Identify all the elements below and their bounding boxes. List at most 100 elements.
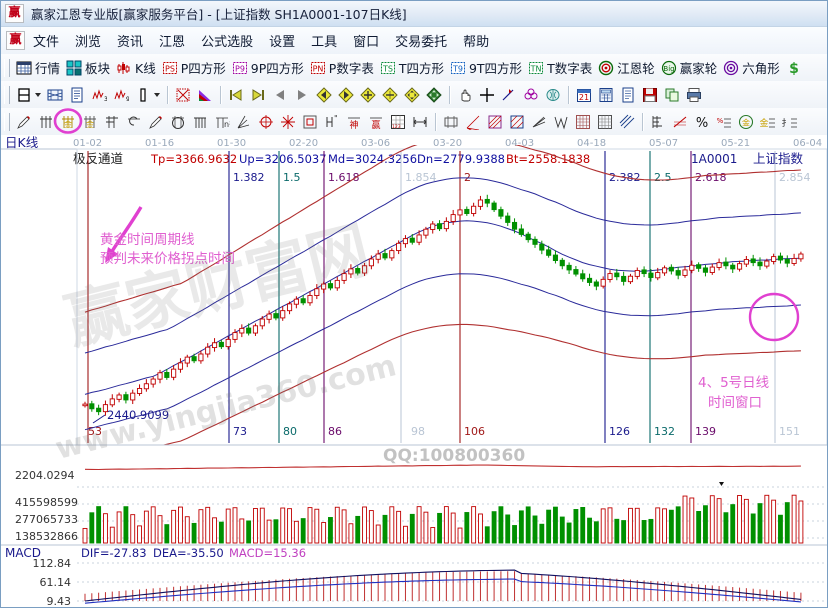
toolbar-button-expand[interactable] bbox=[423, 84, 445, 105]
toolbar-button-wave3[interactable]: 3 bbox=[88, 84, 110, 105]
menu-item-file[interactable]: 文件 bbox=[33, 35, 60, 50]
toolbar-button-next[interactable] bbox=[291, 84, 313, 105]
toolbar-button-shen[interactable]: 神 bbox=[343, 111, 365, 132]
toolbar-button-p-number-table[interactable]: PN P数字表 bbox=[307, 57, 377, 78]
toolbar-button-dollar[interactable]: $ bbox=[783, 57, 805, 78]
menu-item-browse[interactable]: 浏览 bbox=[75, 35, 102, 50]
toolbar-button-number-grid[interactable]: 123 bbox=[387, 111, 409, 132]
toolbar-button-ladder[interactable] bbox=[647, 111, 669, 132]
toolbar-button-last-page[interactable] bbox=[247, 84, 269, 105]
menu-item-tools[interactable]: 工具 bbox=[311, 35, 338, 50]
toolbar-button-frame[interactable] bbox=[440, 111, 462, 132]
toolbar-button-shift-left[interactable] bbox=[313, 84, 335, 105]
toolbar-button-red-fan[interactable] bbox=[462, 111, 484, 132]
toolbar-button-brain[interactable] bbox=[542, 84, 564, 105]
toolbar-button-calendar[interactable]: 21 bbox=[573, 84, 595, 105]
toolbar-button-report[interactable] bbox=[66, 84, 88, 105]
toolbar-button-slash-lines[interactable] bbox=[616, 111, 638, 132]
toolbar-grip[interactable] bbox=[4, 112, 10, 131]
toolbar-button-winner-wheel[interactable]: Bíg 赢家轮 bbox=[658, 57, 721, 78]
toolbar-button-copy[interactable] bbox=[661, 84, 683, 105]
volume-bar bbox=[314, 508, 320, 544]
toolbar-button-pen[interactable] bbox=[13, 111, 35, 132]
toolbar-button-grid1[interactable] bbox=[572, 111, 594, 132]
toolbar-button-spiral[interactable] bbox=[123, 111, 145, 132]
toolbar-button-t-number-table[interactable]: TN T数字表 bbox=[525, 57, 595, 78]
chevron-down-icon[interactable] bbox=[35, 92, 41, 97]
toolbar-button-kline[interactable]: K线 bbox=[113, 57, 159, 78]
toolbar-button-draw-line[interactable] bbox=[498, 84, 520, 105]
toolbar-button-angle[interactable] bbox=[233, 111, 255, 132]
toolbar-button-h-quote[interactable]: " bbox=[321, 111, 343, 132]
menu-item-window[interactable]: 窗口 bbox=[353, 35, 380, 50]
candle-body bbox=[205, 346, 211, 355]
menu-item-gann[interactable]: 江恩 bbox=[159, 35, 186, 50]
toolbar-button-zigzag[interactable] bbox=[550, 111, 572, 132]
toolbar-button-circle-lines[interactable] bbox=[167, 111, 189, 132]
menu-item-trading[interactable]: 交易委托 bbox=[395, 35, 448, 50]
toolbar-button-gann-wheel[interactable]: 江恩轮 bbox=[595, 57, 658, 78]
toolbar-button-save[interactable] bbox=[639, 84, 661, 105]
candle-body bbox=[627, 275, 634, 283]
toolbar-button-zoom-out[interactable] bbox=[379, 84, 401, 105]
toolbar-button-hand[interactable] bbox=[454, 84, 476, 105]
toolbar-button-comb[interactable] bbox=[189, 111, 211, 132]
toolbar-button-angle2[interactable] bbox=[528, 111, 550, 132]
toolbar-button-ying[interactable]: 赢 bbox=[365, 111, 387, 132]
toolbar-button-net-chart[interactable] bbox=[44, 84, 66, 105]
toolbar-button-calculator[interactable] bbox=[595, 84, 617, 105]
toolbar-button-column[interactable] bbox=[132, 84, 163, 105]
menu-item-help[interactable]: 帮助 bbox=[463, 35, 490, 50]
toolbar-button-hexagon[interactable]: 六角形 bbox=[720, 57, 783, 78]
toolbar-button-f-lines[interactable] bbox=[101, 111, 123, 132]
toolbar-button-quotes[interactable]: 行情 bbox=[13, 57, 63, 78]
toolbar-button-sectors[interactable]: 板块 bbox=[63, 57, 113, 78]
toolbar-button-pen2[interactable] bbox=[145, 111, 167, 132]
toolbar-button-gold-rows[interactable]: 金 bbox=[757, 111, 779, 132]
toolbar-button-9t-square[interactable]: T9 9T四方形 bbox=[447, 57, 525, 78]
toolbar-button-tool-end[interactable]: 扌 bbox=[779, 111, 801, 132]
candle-body bbox=[750, 258, 756, 264]
toolbar-button-flower[interactable] bbox=[520, 84, 542, 105]
toolbar-button-n2[interactable]: n² bbox=[211, 111, 233, 132]
toolbar-grip[interactable] bbox=[4, 58, 10, 77]
toolbar-button-t-square[interactable]: TS T四方形 bbox=[377, 57, 447, 78]
toolbar-button-purple-box[interactable] bbox=[484, 111, 506, 132]
toolbar-button-color-fan[interactable] bbox=[194, 84, 216, 105]
chart-area[interactable]: 01-02 01-16 01-30 02-20 03-06 03-20 04-03 04-18… bbox=[1, 135, 827, 607]
chevron-down-icon[interactable] bbox=[154, 92, 160, 97]
toolbar-button-target[interactable] bbox=[255, 111, 277, 132]
toolbar-button-crosshair[interactable] bbox=[476, 84, 498, 105]
toolbar-button-gold-circle[interactable]: 金 bbox=[735, 111, 757, 132]
toolbar-button-percent-line[interactable] bbox=[669, 111, 691, 132]
toolbar-button-gold-fork2[interactable]: 金 bbox=[79, 111, 101, 132]
volume-bar bbox=[164, 524, 170, 544]
toolbar-button-percent[interactable]: % bbox=[691, 111, 713, 132]
toolbar-button-gold-time-cycle[interactable]: 金 bbox=[53, 108, 83, 134]
menu-item-news[interactable]: 资讯 bbox=[117, 35, 144, 50]
toolbar-button-box-red[interactable] bbox=[299, 111, 321, 132]
toolbar-button-prev[interactable] bbox=[269, 84, 291, 105]
toolbar-grip[interactable] bbox=[4, 85, 10, 104]
toolbar-button-percent-rows[interactable]: % bbox=[713, 111, 735, 132]
chart-canvas[interactable]: 01-02 01-16 01-30 02-20 03-06 03-20 04-03 04-18… bbox=[1, 135, 827, 607]
menu-item-settings[interactable]: 设置 bbox=[269, 35, 296, 50]
toolbar-button-wave9[interactable]: 9 bbox=[110, 84, 132, 105]
toolbar-button-span[interactable] bbox=[409, 111, 431, 132]
toolbar-button-red-box[interactable] bbox=[506, 111, 528, 132]
toolbar-button-fork-lines[interactable] bbox=[35, 111, 57, 132]
menu-item-formula-stock-pick[interactable]: 公式选股 bbox=[201, 35, 254, 50]
toolbar-button-shift-right[interactable] bbox=[335, 84, 357, 105]
toolbar-button-p-square[interactable]: PS P四方形 bbox=[159, 57, 229, 78]
toolbar-button-move[interactable] bbox=[401, 84, 423, 105]
toolbar-button-snowflake[interactable] bbox=[277, 111, 299, 132]
toolbar-button-grid2[interactable] bbox=[594, 111, 616, 132]
toolbar-button-first-page[interactable] bbox=[225, 84, 247, 105]
toolbar-button-zoom-in[interactable] bbox=[357, 84, 379, 105]
left-diamond-icon bbox=[316, 86, 332, 103]
toolbar-button-9p-square[interactable]: P9 9P四方形 bbox=[229, 57, 307, 78]
toolbar-button-print[interactable] bbox=[683, 84, 705, 105]
toolbar-button-notes[interactable] bbox=[617, 84, 639, 105]
toolbar-button-layout[interactable] bbox=[13, 84, 44, 105]
toolbar-button-formula[interactable] bbox=[172, 84, 194, 105]
